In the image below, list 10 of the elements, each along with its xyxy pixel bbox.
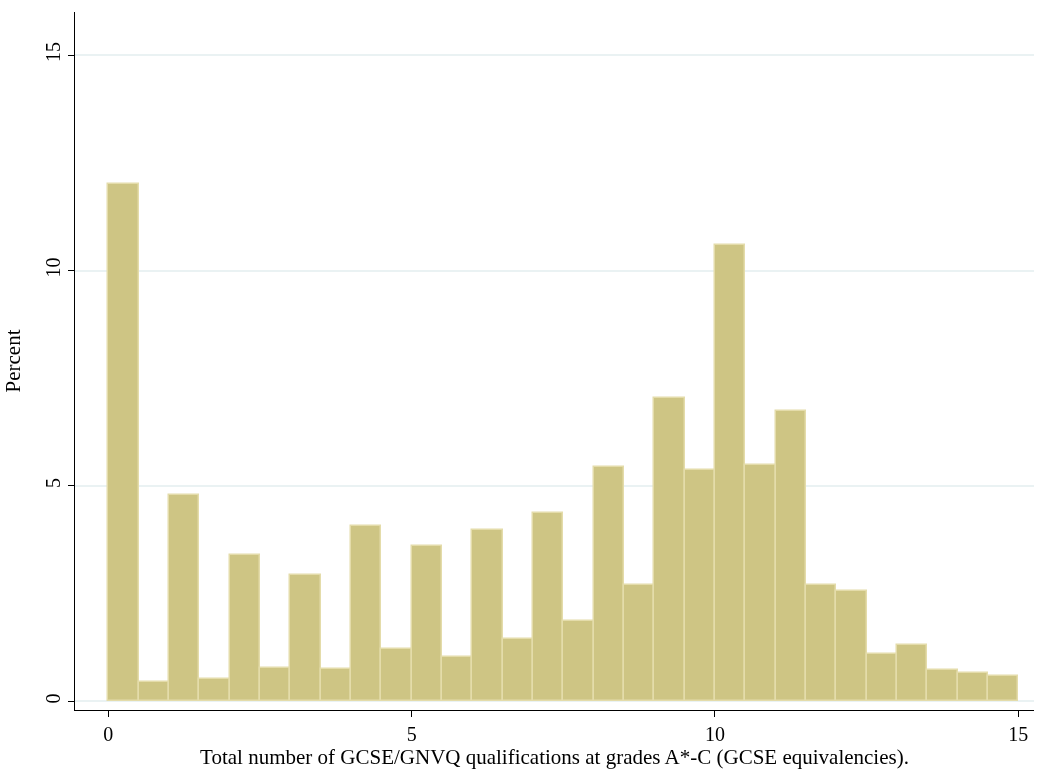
x-tick-label: 5: [406, 723, 417, 745]
x-tick-label: 0: [103, 723, 114, 745]
y-tick-label: 10: [42, 257, 64, 278]
y-tick-label: 5: [42, 477, 64, 488]
x-tick-label: 15: [1008, 723, 1029, 745]
y-tick-label: 0: [42, 693, 64, 704]
x-axis-title: Total number of GCSE/GNVQ qualifications at grades A*-C (GCSE equivalencies).: [200, 745, 909, 769]
x-tick-label: 10: [704, 723, 725, 745]
y-tick-label: 15: [42, 42, 64, 63]
y-axis-title: Percent: [1, 329, 26, 393]
